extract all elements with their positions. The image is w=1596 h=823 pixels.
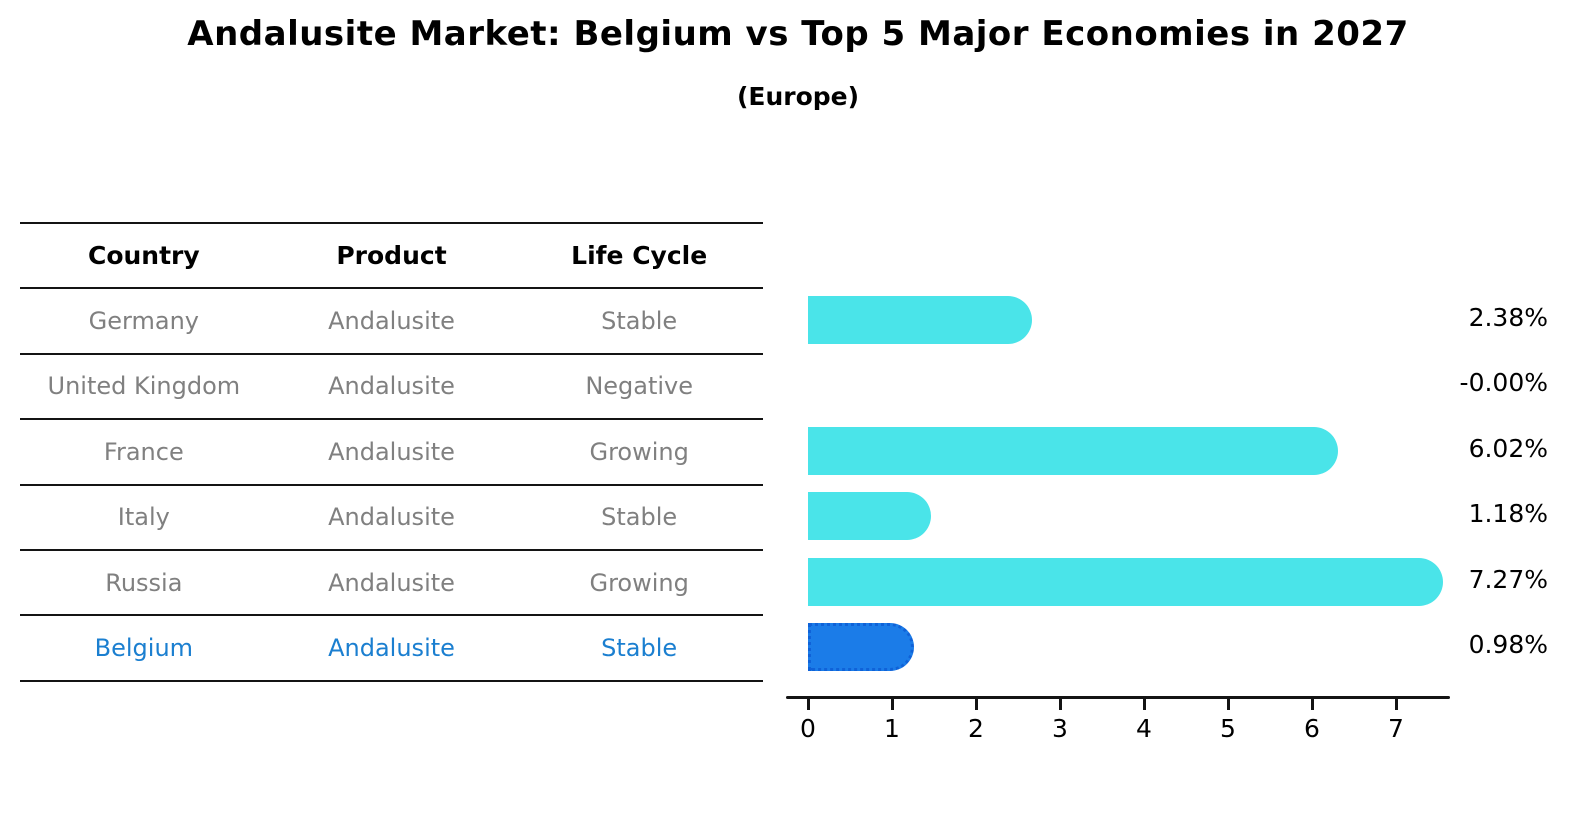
bar xyxy=(808,557,1443,606)
bar-value-label: 6.02% xyxy=(1468,433,1548,463)
table-row: Belgium Andalusite Stable xyxy=(20,614,763,682)
table-header-row: Country Product Life Cycle xyxy=(20,222,763,287)
bar-value-label: 1.18% xyxy=(1468,499,1548,529)
x-axis-tick-label: 1 xyxy=(884,714,900,743)
table-cell-life-cycle: Stable xyxy=(601,503,678,532)
table-cell-country: Germany xyxy=(88,307,199,336)
bar xyxy=(808,296,1032,344)
bar xyxy=(808,492,932,541)
table-cell-life-cycle: Negative xyxy=(585,372,694,401)
x-axis-tick-label: 7 xyxy=(1388,714,1404,743)
x-axis-tick-label: 0 xyxy=(800,714,816,743)
table-cell-country: United Kingdom xyxy=(47,372,241,401)
table-cell-product: Andalusite xyxy=(328,372,455,401)
x-axis-tick-label: 2 xyxy=(968,714,984,743)
table-header-life-cycle: Life Cycle xyxy=(571,241,708,271)
x-axis-tick xyxy=(1394,699,1398,710)
table-cell-country: France xyxy=(103,437,184,466)
table-cell-product: Andalusite xyxy=(328,503,455,532)
x-axis-tick xyxy=(890,699,894,710)
bar-value-label: 7.27% xyxy=(1468,564,1548,594)
x-axis-tick-label: 3 xyxy=(1052,714,1068,743)
table-cell-life-cycle: Stable xyxy=(601,307,678,336)
table-row: Russia Andalusite Growing xyxy=(20,548,763,614)
x-axis-tick-label: 4 xyxy=(1136,714,1152,743)
table-cell-country: Russia xyxy=(105,568,183,597)
table-row: United Kingdom Andalusite Negative xyxy=(20,352,763,418)
x-axis-tick xyxy=(1058,699,1062,710)
x-axis-tick xyxy=(806,699,810,710)
table-header-product: Product xyxy=(336,241,447,271)
table-cell-country: Italy xyxy=(117,503,170,532)
table-rows: Germany Andalusite Stable United Kingdom And… xyxy=(20,287,763,682)
table-header-country: Country xyxy=(87,241,200,271)
table-cell-product: Andalusite xyxy=(328,307,455,336)
table-cell-life-cycle: Growing xyxy=(589,568,689,597)
x-axis-tick xyxy=(1226,699,1230,710)
comparison-table: Country Product Life Cycle Germany Andalu… xyxy=(20,222,763,682)
chart-subtitle: (Europe) xyxy=(736,82,860,111)
table-cell-product: Andalusite xyxy=(328,634,455,663)
bar-belgium-highlighted xyxy=(808,623,915,671)
bar-value-label: -0.00% xyxy=(1459,368,1548,398)
table-row: Italy Andalusite Stable xyxy=(20,483,763,549)
x-axis-tick xyxy=(1142,699,1146,710)
table-cell-country: Belgium xyxy=(94,634,194,663)
bar-value-label: 2.38% xyxy=(1468,303,1548,332)
table-cell-product: Andalusite xyxy=(328,437,455,466)
chart-title: Andalusite Market: Belgium vs Top 5 Majo… xyxy=(187,14,1409,54)
bar xyxy=(808,426,1338,475)
bar-value-label: 0.98% xyxy=(1468,630,1548,659)
x-axis-tick xyxy=(974,699,978,710)
table-cell-life-cycle: Stable xyxy=(601,634,678,663)
table-row: France Andalusite Growing xyxy=(20,418,763,483)
table-cell-life-cycle: Growing xyxy=(589,437,689,466)
x-axis-tick-label: 6 xyxy=(1304,714,1320,743)
x-axis-line xyxy=(786,696,1450,699)
x-axis-tick xyxy=(1310,699,1314,710)
table-row: Germany Andalusite Stable xyxy=(20,287,763,352)
table-cell-product: Andalusite xyxy=(328,568,455,597)
x-axis-tick-label: 5 xyxy=(1220,714,1236,743)
